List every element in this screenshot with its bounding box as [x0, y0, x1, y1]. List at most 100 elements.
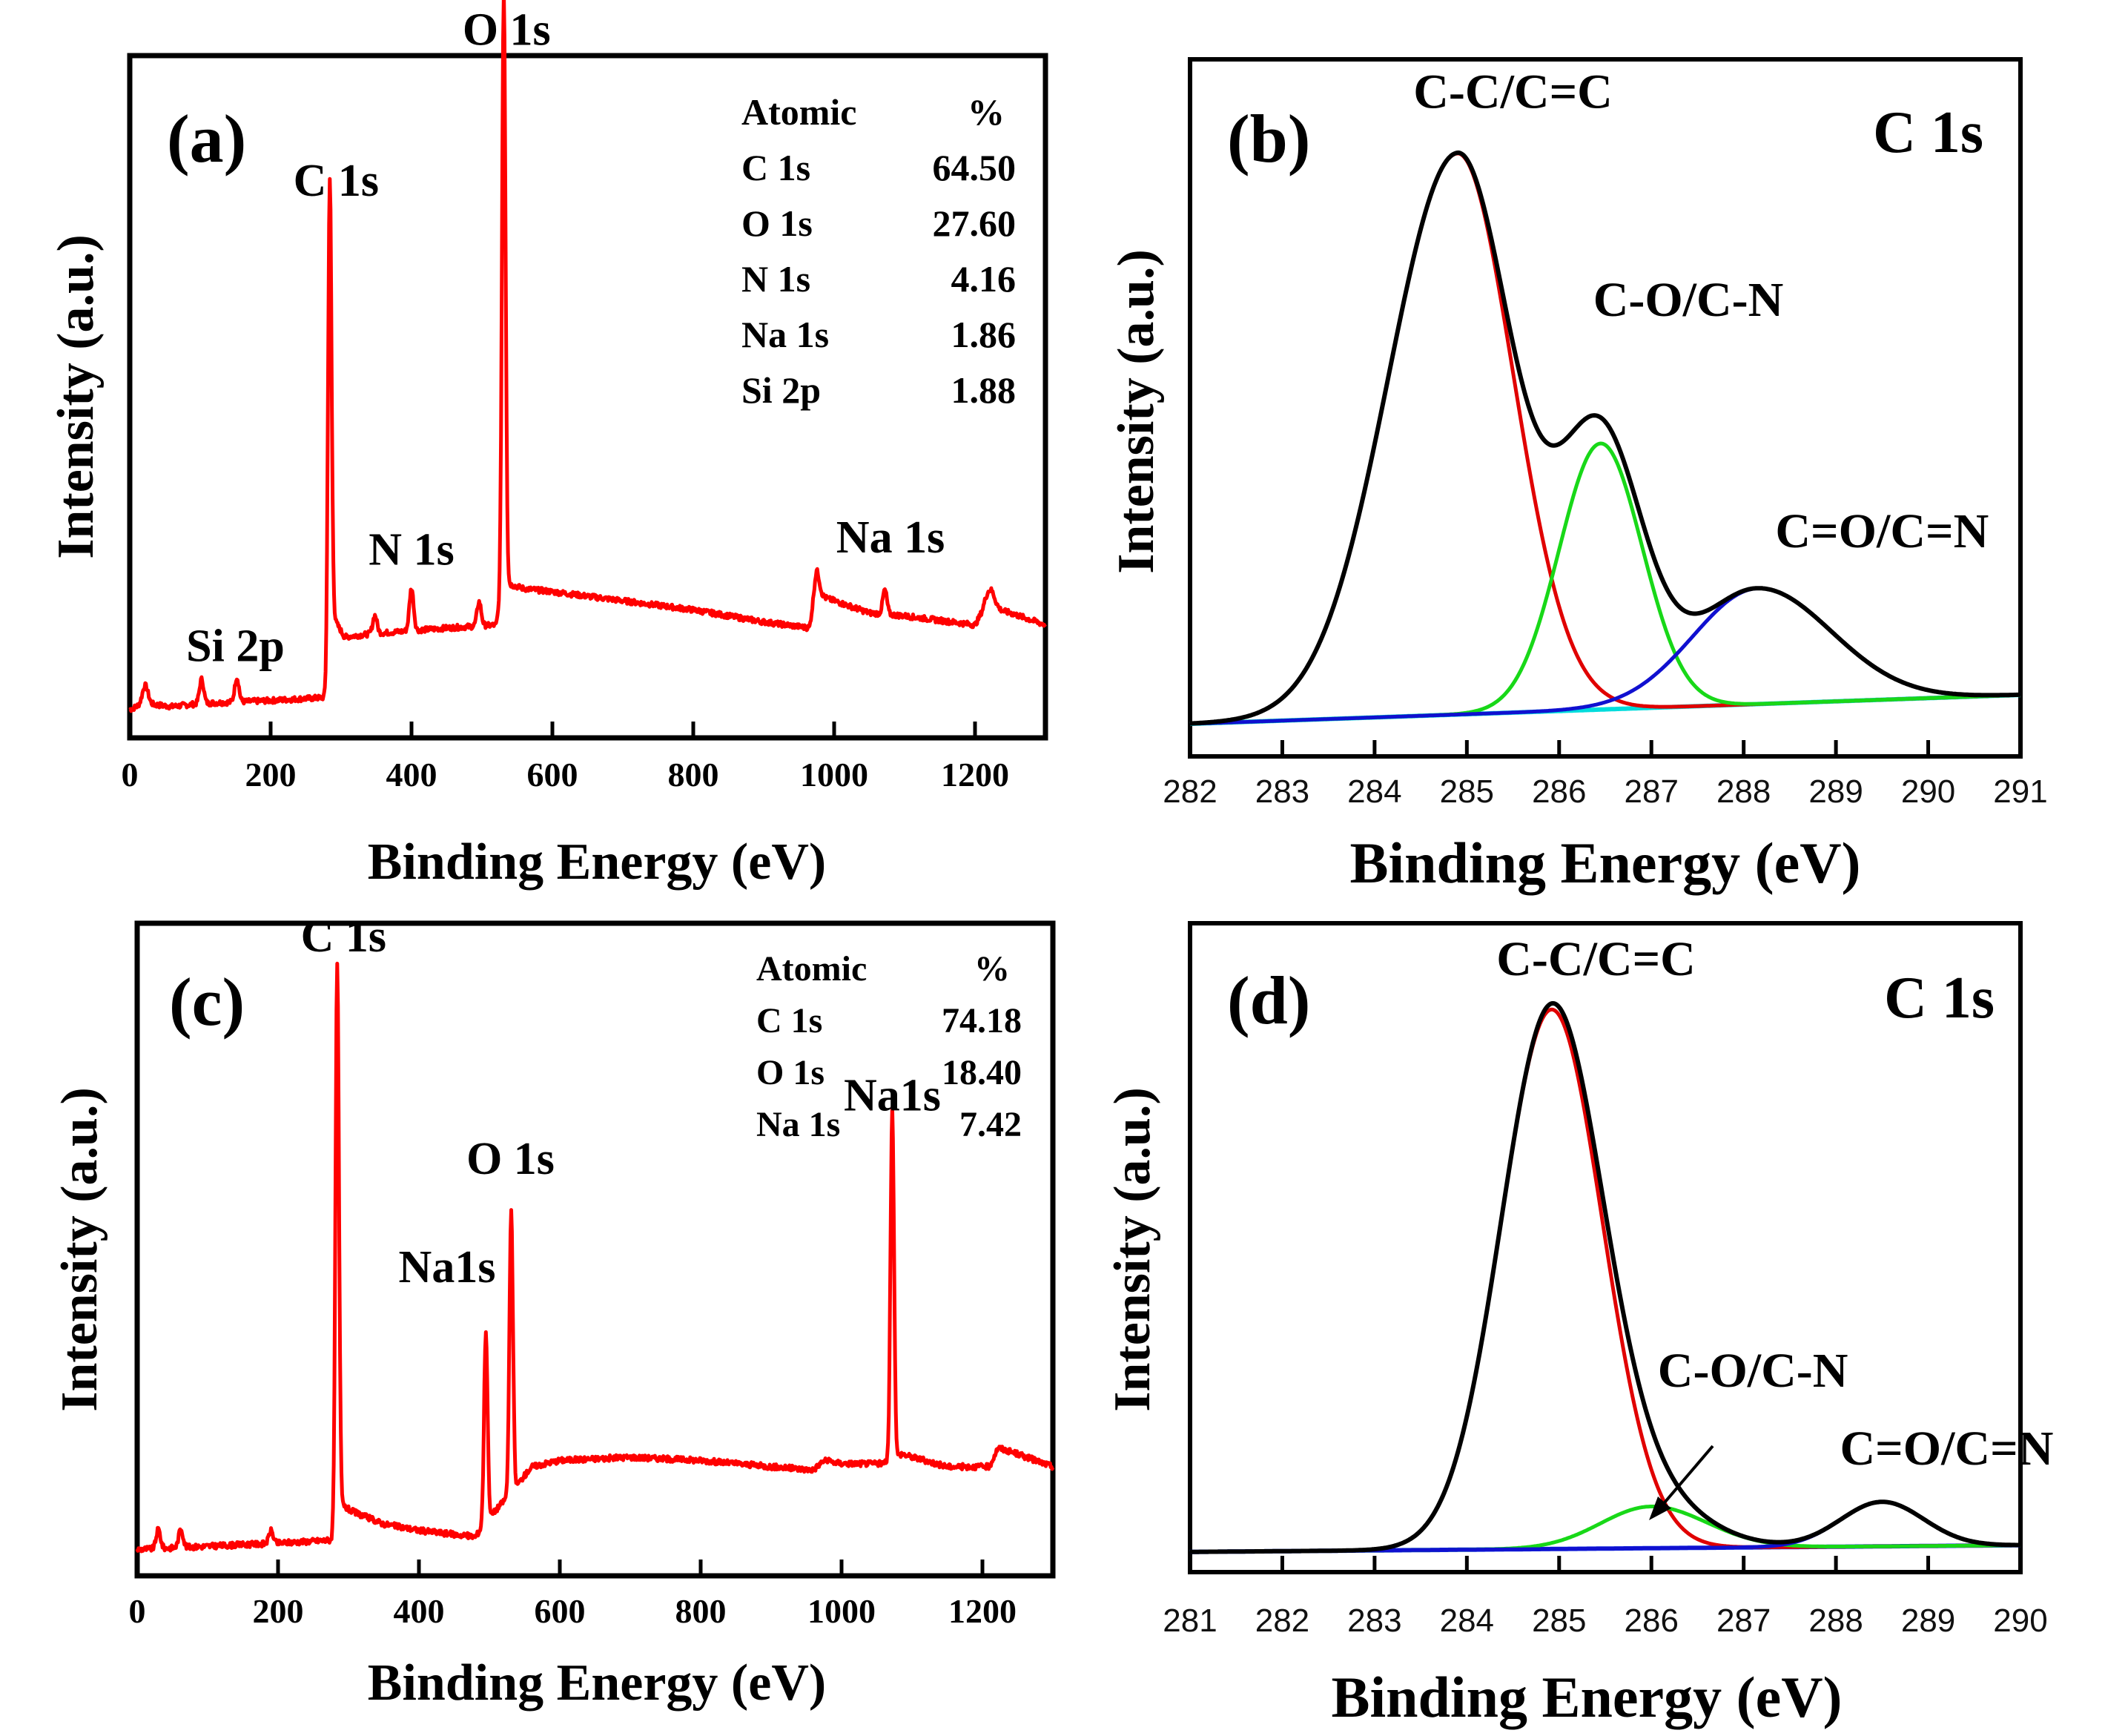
atomic-table: Atomic % C 1s 64.50 O 1s 27.60 N 1s 4.16 Na 1s 1.… [741, 91, 1016, 411]
x-tick-label: 200 [245, 756, 297, 793]
component-c-o-c-nline [1189, 441, 2021, 726]
survey-spectrum-line [135, 961, 1055, 1554]
x-tick-label: 289 [1808, 773, 1863, 810]
x-tick-label: 1200 [941, 756, 1009, 793]
x-tick-label: 400 [386, 756, 437, 793]
x-tick-label: 285 [1532, 1603, 1586, 1639]
table-cell-value: 7.42 [959, 1105, 1022, 1144]
peak-label: Na1s [399, 1242, 496, 1293]
x-tick-label: 400 [394, 1592, 445, 1630]
panel-label: (b) [1227, 101, 1310, 176]
table-cell-element: Na 1s [756, 1105, 840, 1144]
peak-label: O 1s [463, 4, 551, 55]
panel-label: (c) [169, 964, 245, 1040]
x-tick-label: 285 [1440, 773, 1494, 810]
panel-label: (a) [167, 101, 246, 176]
x-tick-label: 0 [129, 1592, 146, 1630]
peak-label: C-O/C-N [1593, 273, 1784, 327]
x-tick-label: 283 [1255, 773, 1309, 810]
component-labels: C-C/C=C C-O/C-N C=O/C=N [1413, 65, 1989, 558]
x-tick-label: 0 [122, 756, 139, 793]
x-tick-label: 284 [1440, 1603, 1494, 1639]
table-cell-value: 74.18 [942, 1001, 1022, 1040]
table-cell-element: N 1s [741, 258, 810, 300]
x-tick-marks [1188, 1556, 2023, 1572]
x-tick-labels: 0 200 400 600 800 1000 1200 [122, 756, 1010, 793]
table-cell-value: 18.40 [942, 1053, 1022, 1092]
y-axis-label: Intensity (a.u.) [51, 1087, 108, 1412]
x-tick-label: 281 [1163, 1603, 1217, 1639]
x-tick-label: 289 [1901, 1603, 1955, 1639]
peak-label: C=O/C=N [1840, 1422, 2053, 1476]
table-cell-element: Na 1s [741, 314, 829, 355]
panel-a: 0 200 400 600 800 1000 1200 Si 2p C 1s N 1s O 1s N… [47, 0, 1048, 891]
peak-label: Si 2p [186, 621, 285, 672]
plot-frame [1188, 921, 2023, 1574]
x-tick-marks [128, 722, 977, 738]
component-labels: C-C/C=C C-O/C-N C=O/C=N [1496, 932, 2053, 1476]
plot-frame [1188, 57, 2023, 759]
fit-curves [1189, 1000, 2021, 1554]
envelope-line [1190, 1000, 2020, 1554]
x-tick-labels: 282 283 284 285 286 287 288 289 290 291 [1163, 773, 2047, 810]
spectrum-title: C 1s [1884, 966, 1995, 1031]
x-axis-label: Binding Energy (eV) [368, 1654, 826, 1712]
peak-label: C 1s [301, 911, 386, 962]
peak-label: C=O/C=N [1775, 504, 1989, 558]
table-cell-element: O 1s [741, 202, 813, 244]
fit-curves [1189, 150, 2021, 727]
table-header: Atomic [741, 91, 857, 133]
x-tick-label: 800 [668, 756, 719, 793]
panel-c: 0 200 400 600 800 1000 1200 C 1s Na1s O 1s Na1s (… [51, 911, 1056, 1712]
annotation-arrow [1659, 1445, 1714, 1508]
peak-label: C 1s [294, 156, 379, 206]
annotation-arrowhead [1649, 1496, 1671, 1520]
x-tick-label: 600 [535, 1592, 586, 1630]
table-header: % [968, 91, 1005, 133]
spectrum-title: C 1s [1873, 100, 1983, 165]
x-axis-label: Binding Energy (eV) [1349, 831, 1860, 895]
peak-labels: C 1s Na1s O 1s Na1s [301, 911, 941, 1293]
x-tick-label: 1000 [807, 1592, 876, 1630]
y-axis-label: Intensity (a.u.) [1104, 1087, 1161, 1412]
y-axis-label: Intensity (a.u.) [1108, 249, 1165, 574]
x-axis-label: Binding Energy (eV) [368, 834, 826, 891]
atomic-table: Atomic % C 1s 74.18 O 1s 18.40 Na 1s 7.42 [756, 949, 1022, 1144]
table-cell-value: 64.50 [933, 147, 1017, 188]
x-tick-label: 283 [1347, 1603, 1401, 1639]
panel-label: (d) [1227, 963, 1310, 1038]
x-tick-label: 1000 [800, 756, 868, 793]
panel-d: 281 282 283 284 285 286 287 288 289 290 C-C/C=CC-… [1104, 921, 2053, 1729]
y-axis-label: Intensity (a.u.) [47, 234, 105, 559]
x-tick-label: 286 [1532, 773, 1586, 810]
component-c-c-c-cline [1189, 151, 2021, 726]
peak-label: C-O/C-N [1658, 1344, 1848, 1398]
table-cell-element: Si 2p [741, 369, 821, 411]
envelope-line [1189, 150, 2021, 726]
x-tick-marks [1188, 740, 2023, 756]
x-tick-label: 284 [1347, 773, 1401, 810]
component-c-o-c-nline [1189, 1505, 2021, 1554]
x-tick-label: 290 [1901, 773, 1955, 810]
x-tick-label: 282 [1163, 773, 1217, 810]
x-tick-label: 288 [1716, 773, 1771, 810]
x-tick-label: 282 [1255, 1603, 1309, 1639]
table-cell-value: 1.88 [951, 369, 1017, 411]
panel-b: 282 283 284 285 286 287 288 289 290 291 C-C/C=CC-… [1108, 57, 2048, 895]
table-cell-value: 27.60 [933, 202, 1017, 244]
x-tick-label: 291 [1993, 773, 2047, 810]
x-tick-label: 286 [1625, 1603, 1679, 1639]
table-header: Atomic [756, 949, 867, 989]
survey-spectrum-line [128, 0, 1047, 713]
table-cell-value: 1.86 [951, 314, 1017, 355]
table-cell-element: C 1s [756, 1001, 822, 1040]
peak-label: N 1s [369, 524, 454, 575]
peak-label: C-C/C=C [1413, 65, 1613, 119]
peak-label: Na 1s [836, 512, 945, 563]
plot-frame [127, 53, 1048, 741]
x-tick-label: 287 [1625, 773, 1679, 810]
x-tick-label: 1200 [948, 1592, 1017, 1630]
peak-label: C-C/C=C [1496, 932, 1696, 986]
peak-label: O 1s [466, 1134, 555, 1184]
